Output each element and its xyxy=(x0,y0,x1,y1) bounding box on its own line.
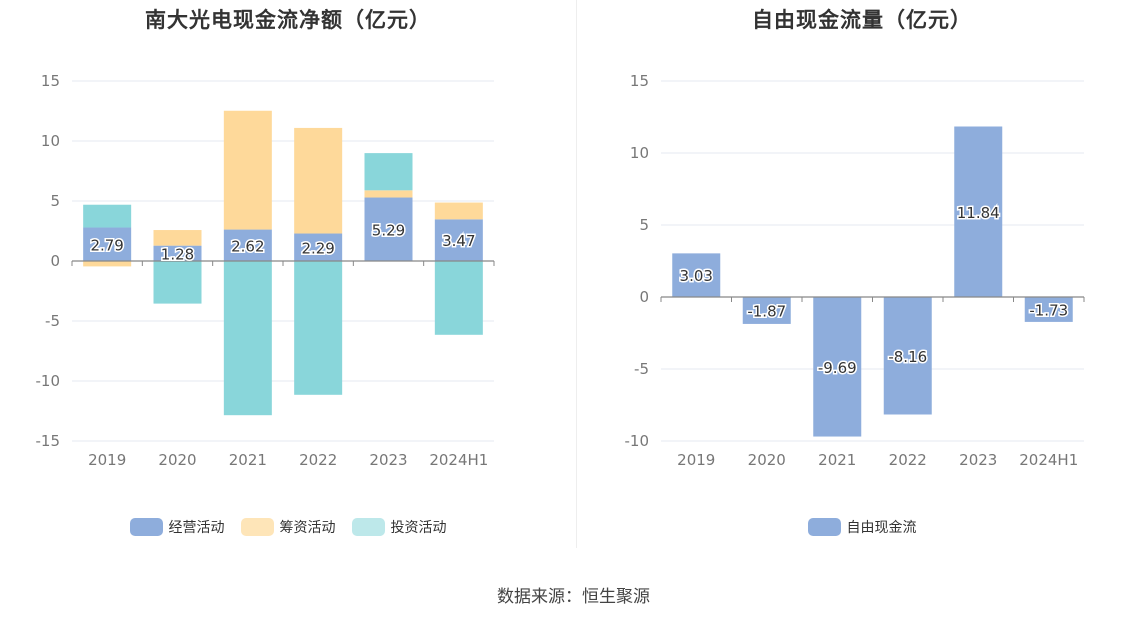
legend-swatch-financing xyxy=(240,518,274,536)
left-chart-panel: 南大光电现金流净额（亿元） 15 10 5 0 -5 -10 -15 2019 2020 2021… xyxy=(0,0,576,560)
free-cashflow-xtick-label: 2023 xyxy=(959,451,997,469)
left-chart-legend: 经营活动 筹资活动 投资活动 xyxy=(0,517,576,537)
right-chart-legend: 自由现金流 xyxy=(577,517,1147,537)
cashflow-bar-3 xyxy=(153,261,202,304)
legend-label-operating: 经营活动 xyxy=(168,520,225,536)
free-cashflow-data-label: -1.87 xyxy=(747,302,786,320)
legend-swatch-operating xyxy=(129,518,163,536)
free-cashflow-data-label: 11.84 xyxy=(957,204,1000,222)
cashflow-ytick-label: -5 xyxy=(45,312,60,330)
free-cashflow-bar-1 xyxy=(672,253,721,297)
cashflow-bar-2 xyxy=(294,127,343,234)
cashflow-xtick-label: 2021 xyxy=(229,451,267,469)
legend-swatch-free-cash-flow xyxy=(807,518,841,536)
cashflow-bar-1 xyxy=(294,233,343,261)
left-chart-plot: 15 10 5 0 -5 -10 -15 2019 2020 2021 2022 2023 2024H1… xyxy=(36,72,495,469)
legend-item-financing[interactable]: 筹资活动 xyxy=(240,517,336,537)
left-chart-title: 南大光电现金流净额（亿元） xyxy=(145,8,431,32)
cashflow-data-label: 3.47 xyxy=(442,232,475,250)
free-cashflow-xtick-label: 2020 xyxy=(748,451,786,469)
legend-item-free-cash-flow[interactable]: 自由现金流 xyxy=(807,517,917,537)
free-cashflow-data-label: 3.03 xyxy=(680,267,713,285)
cashflow-data-label: 2.29 xyxy=(301,239,334,257)
cashflow-data-label: 5.29 xyxy=(372,221,405,239)
cashflow-ytick-label: 5 xyxy=(50,192,60,210)
cashflow-bar-1 xyxy=(434,219,483,261)
cashflow-xtick-label: 2020 xyxy=(158,451,196,469)
cashflow-xtick-label: 2022 xyxy=(299,451,337,469)
free-cashflow-bar-1 xyxy=(954,126,1003,297)
cashflow-bar-1 xyxy=(153,245,202,261)
free-cashflow-data-label: -1.73 xyxy=(1029,301,1068,319)
free-cashflow-xtick-label: 2024H1 xyxy=(1019,451,1078,469)
cashflow-bar-1 xyxy=(223,229,272,261)
cashflow-bar-2 xyxy=(153,230,202,246)
free-cashflow-data-label: -9.69 xyxy=(818,359,857,377)
legend-label-financing: 筹资活动 xyxy=(279,520,336,536)
free-cashflow-ytick-label: 0 xyxy=(639,288,649,306)
data-source-note: 数据来源：恒生聚源 xyxy=(497,587,650,607)
free-cashflow-bar-1 xyxy=(813,297,862,437)
cashflow-ytick-label: 10 xyxy=(41,132,60,150)
cashflow-data-label: 2.62 xyxy=(231,237,264,255)
right-chart-panel: 自由现金流量（亿元） 15 10 5 0 -5 -10 2019 2020 2021 2022 20… xyxy=(577,0,1147,560)
free-cashflow-ytick-label: 5 xyxy=(639,216,649,234)
right-chart-title: 自由现金流量（亿元） xyxy=(752,8,972,32)
cashflow-data-label: 2.79 xyxy=(90,236,123,254)
cashflow-bar-2 xyxy=(223,110,272,230)
cashflow-bar-1 xyxy=(83,227,132,261)
cashflow-ytick-label: 0 xyxy=(50,252,60,270)
cashflow-bar-3 xyxy=(434,261,483,335)
cashflow-bar-3 xyxy=(223,261,272,416)
cashflow-xtick-label: 2024H1 xyxy=(429,451,488,469)
free-cashflow-xtick-label: 2022 xyxy=(889,451,927,469)
cashflow-bar-1 xyxy=(364,197,413,261)
right-chart-plot: 15 10 5 0 -5 -10 2019 2020 2021 2022 2023 2024H1 3.0… xyxy=(625,72,1085,469)
panel-divider xyxy=(576,0,577,548)
legend-item-operating[interactable]: 经营活动 xyxy=(129,517,225,537)
cashflow-bar-2 xyxy=(364,190,413,198)
cashflow-xtick-label: 2019 xyxy=(88,451,126,469)
cashflow-ytick-label: -15 xyxy=(36,432,61,450)
cashflow-ytick-label: -10 xyxy=(36,372,61,390)
cashflow-bar-3 xyxy=(294,261,343,395)
cashflow-bar-3 xyxy=(83,204,132,228)
free-cashflow-xtick-label: 2021 xyxy=(818,451,856,469)
legend-item-investing[interactable]: 投资活动 xyxy=(351,517,447,537)
cashflow-bar-2 xyxy=(83,261,132,267)
free-cashflow-bar-1 xyxy=(883,297,932,415)
cashflow-data-label: 1.28 xyxy=(161,245,194,263)
legend-label-investing: 投资活动 xyxy=(390,520,447,536)
free-cashflow-ytick-label: 10 xyxy=(630,144,649,162)
cashflow-bar-2 xyxy=(434,202,483,220)
cashflow-xtick-label: 2023 xyxy=(369,451,407,469)
free-cashflow-ytick-label: -5 xyxy=(634,360,649,378)
cashflow-bar-3 xyxy=(364,153,413,191)
free-cashflow-ytick-label: 15 xyxy=(630,72,649,90)
free-cashflow-xtick-label: 2019 xyxy=(677,451,715,469)
free-cashflow-data-label: -8.16 xyxy=(888,348,927,366)
free-cashflow-bar-1 xyxy=(742,297,791,324)
legend-label-free-cash-flow: 自由现金流 xyxy=(846,520,917,536)
legend-swatch-investing xyxy=(351,518,385,536)
free-cashflow-ytick-label: -10 xyxy=(625,432,650,450)
free-cashflow-bar-1 xyxy=(1024,297,1073,322)
cashflow-ytick-label: 15 xyxy=(41,72,60,90)
